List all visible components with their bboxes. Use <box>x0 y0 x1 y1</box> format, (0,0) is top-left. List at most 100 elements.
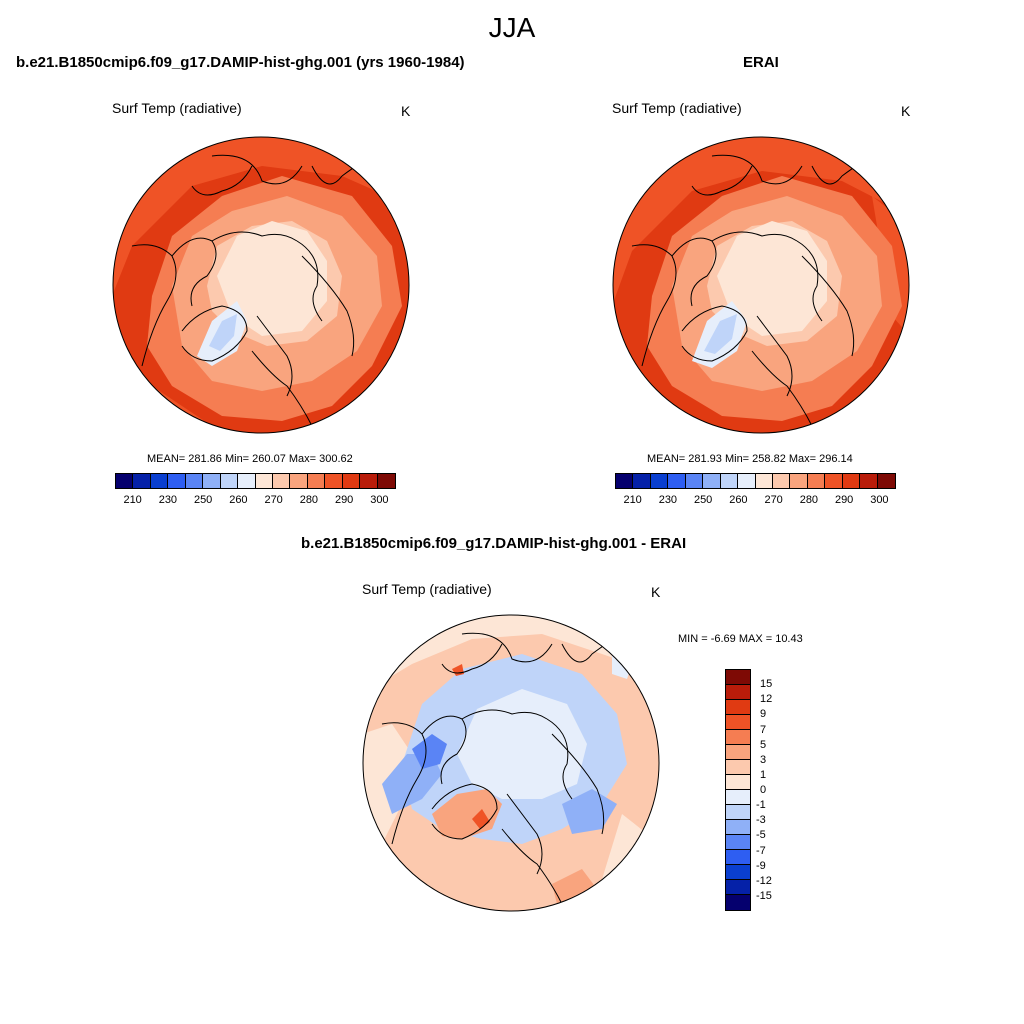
colorbar-swatch <box>616 474 634 488</box>
colorbar-tick-label: 15 <box>760 678 773 691</box>
colorbar-tick-label: 210 <box>123 494 142 506</box>
diff-panel-variable: Surf Temp (radiative) <box>362 581 492 597</box>
panel-2-variable: Surf Temp (radiative) <box>612 100 742 116</box>
diff-colorbar-ticks: 15 12 9 7 5 3 1 0 -1 -3 -5 -7 -9 -12 -15 <box>756 669 800 911</box>
diff-panel-units: K <box>651 584 661 600</box>
colorbar-swatch <box>877 474 895 488</box>
panel-2-colorbar-ticks: 210 230 250 260 270 280 290 300 <box>615 494 897 508</box>
colorbar-swatch <box>685 474 704 488</box>
diff-panel-title: b.e21.B1850cmip6.f09_g17.DAMIP-hist-ghg.… <box>301 535 687 552</box>
colorbar-swatch <box>842 474 861 488</box>
colorbar-swatch <box>726 880 750 895</box>
colorbar-tick-label: 270 <box>764 494 783 506</box>
colorbar-tick-label: -1 <box>756 799 766 812</box>
colorbar-swatch <box>185 474 204 488</box>
colorbar-tick-label: 300 <box>870 494 889 506</box>
colorbar-swatch <box>272 474 291 488</box>
diff-colorbar <box>725 669 751 911</box>
panel-1-units: K <box>401 103 411 119</box>
colorbar-tick-label: 3 <box>760 753 767 766</box>
colorbar-swatch <box>726 730 750 745</box>
panel-2-units: K <box>901 103 911 119</box>
colorbar-tick-label: -5 <box>756 829 766 842</box>
colorbar-swatch <box>360 474 378 488</box>
colorbar-swatch <box>772 474 791 488</box>
colorbar-tick-label: 250 <box>193 494 213 506</box>
colorbar-swatch <box>116 474 134 488</box>
colorbar-swatch <box>342 474 361 488</box>
colorbar-swatch <box>807 474 826 488</box>
colorbar-swatch <box>203 474 221 488</box>
colorbar-swatch <box>726 715 750 730</box>
colorbar-swatch <box>860 474 878 488</box>
page-title: JJA <box>488 12 536 43</box>
colorbar-swatch <box>726 745 750 760</box>
colorbar-tick-label: 260 <box>229 494 248 506</box>
colorbar-tick-label: 12 <box>760 693 773 706</box>
colorbar-swatch <box>650 474 669 488</box>
colorbar-tick-label: 270 <box>264 494 283 506</box>
panel-1-stats: MEAN= 281.86 Min= 260.07 Max= 300.62 <box>147 453 353 465</box>
colorbar-swatch <box>133 474 151 488</box>
colorbar-tick-label: 5 <box>760 738 767 751</box>
colorbar-tick-label: 0 <box>760 784 767 796</box>
panel-1-map <box>112 136 410 434</box>
colorbar-tick-label: -7 <box>756 844 766 857</box>
colorbar-swatch <box>150 474 169 488</box>
panel-2-colorbar <box>615 473 896 489</box>
colorbar-swatch <box>726 865 750 880</box>
colorbar-tick-label: -15 <box>756 889 772 902</box>
colorbar-swatch <box>726 835 750 850</box>
colorbar-swatch <box>377 474 395 488</box>
panel-1-variable: Surf Temp (radiative) <box>112 100 242 116</box>
colorbar-swatch <box>726 805 750 820</box>
colorbar-swatch <box>720 474 739 488</box>
colorbar-swatch <box>633 474 651 488</box>
colorbar-swatch <box>726 775 750 790</box>
panel-1-colorbar <box>115 473 396 489</box>
colorbar-tick-label: 290 <box>334 494 354 506</box>
colorbar-tick-label: 7 <box>760 723 767 736</box>
colorbar-swatch <box>738 474 756 488</box>
colorbar-swatch <box>726 895 750 910</box>
colorbar-swatch <box>726 850 750 865</box>
colorbar-swatch <box>825 474 843 488</box>
panel-1-title: b.e21.B1850cmip6.f09_g17.DAMIP-hist-ghg.… <box>16 54 465 71</box>
panel-2-stats: MEAN= 281.93 Min= 258.82 Max= 296.14 <box>647 453 853 465</box>
colorbar-tick-label: 230 <box>158 494 178 506</box>
diff-panel-map <box>362 614 660 912</box>
colorbar-swatch <box>726 670 750 685</box>
colorbar-swatch <box>290 474 308 488</box>
colorbar-tick-label: 9 <box>760 708 767 721</box>
colorbar-swatch <box>307 474 326 488</box>
colorbar-tick-label: 280 <box>799 494 819 506</box>
colorbar-swatch <box>726 700 750 715</box>
colorbar-tick-label: 230 <box>658 494 678 506</box>
colorbar-swatch <box>168 474 186 488</box>
panel-2-map <box>612 136 910 434</box>
colorbar-tick-label: 260 <box>729 494 748 506</box>
colorbar-swatch <box>325 474 343 488</box>
colorbar-swatch <box>238 474 256 488</box>
panel-1-colorbar-ticks: 210 230 250 260 270 280 290 300 <box>115 494 397 508</box>
colorbar-tick-label: 290 <box>834 494 854 506</box>
colorbar-swatch <box>726 685 750 700</box>
colorbar-tick-label: 280 <box>299 494 319 506</box>
diff-panel-stats: MIN = -6.69 MAX = 10.43 <box>678 633 803 645</box>
colorbar-swatch <box>790 474 808 488</box>
colorbar-tick-label: 300 <box>370 494 389 506</box>
colorbar-tick-label: -3 <box>756 814 766 827</box>
colorbar-tick-label: -12 <box>756 874 772 887</box>
colorbar-tick-label: 210 <box>623 494 642 506</box>
colorbar-swatch <box>220 474 239 488</box>
colorbar-swatch <box>726 790 750 805</box>
colorbar-swatch <box>755 474 773 488</box>
colorbar-tick-label: 1 <box>760 768 767 781</box>
colorbar-swatch <box>703 474 721 488</box>
panel-2-title: ERAI <box>743 54 779 71</box>
colorbar-swatch <box>726 760 750 775</box>
colorbar-swatch <box>668 474 686 488</box>
colorbar-swatch <box>255 474 273 488</box>
colorbar-tick-label: 250 <box>693 494 713 506</box>
colorbar-tick-label: -9 <box>756 859 766 872</box>
